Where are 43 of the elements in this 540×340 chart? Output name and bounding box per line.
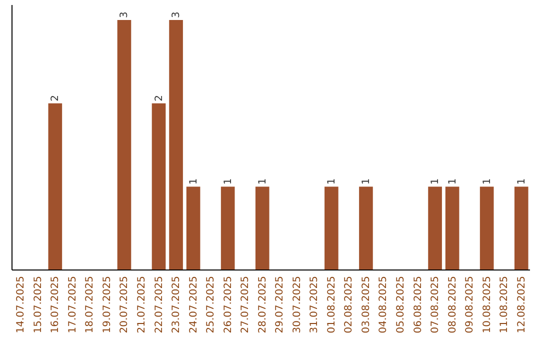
- x-tick-label: 19.07.2025: [102, 276, 113, 334]
- data-label: 1: [257, 178, 268, 185]
- x-tick-label: 01.08.2025: [326, 276, 338, 334]
- x-tick-label: 23.07.2025: [171, 276, 182, 334]
- x-tick-label: 17.07.2025: [67, 276, 78, 334]
- data-label: 1: [447, 178, 458, 185]
- data-label: 1: [326, 178, 338, 185]
- data-label: 1: [482, 178, 493, 185]
- x-tick-label: 24.07.2025: [188, 276, 200, 334]
- data-label: 3: [119, 12, 130, 18]
- data-label: 1: [222, 178, 234, 185]
- data-label: 1: [360, 178, 372, 185]
- x-tick-label: 31.07.2025: [309, 276, 320, 334]
- x-tick-label: 16.07.2025: [50, 276, 62, 334]
- data-label: 2: [154, 94, 165, 102]
- x-tick-label: 18.07.2025: [84, 276, 96, 334]
- x-tick-label: 02.08.2025: [344, 276, 355, 334]
- x-tick-label: 11.08.2025: [499, 276, 510, 334]
- x-tick-label: 05.08.2025: [396, 276, 406, 334]
- x-tick-label: 30.07.2025: [292, 276, 303, 334]
- x-tick-label: 29.07.2025: [274, 276, 286, 334]
- x-tick-label: 15.07.2025: [32, 276, 44, 334]
- x-tick-label: 04.08.2025: [378, 276, 390, 334]
- x-tick-label: 27.07.2025: [240, 276, 252, 334]
- x-tick-label: 21.07.2025: [136, 276, 148, 334]
- x-tick-label: 22.07.2025: [154, 276, 165, 334]
- data-label: 1: [430, 178, 442, 185]
- x-tick-label: 03.08.2025: [360, 276, 372, 334]
- x-tick-label: 06.08.2025: [412, 276, 424, 334]
- x-tick-label: 25.07.2025: [206, 276, 217, 334]
- x-tick-label: 20.07.2025: [119, 276, 130, 334]
- x-tick-label: 09.08.2025: [464, 276, 476, 334]
- x-tick-label: 26.07.2025: [222, 276, 234, 334]
- data-label: 1: [516, 178, 528, 185]
- data-label: 3: [171, 12, 182, 18]
- data-label: 2: [50, 94, 62, 102]
- x-tick-label: 28.07.2025: [257, 276, 268, 334]
- x-tick-label: 12.08.2025: [516, 276, 528, 334]
- data-label: 1: [188, 178, 200, 185]
- x-tick-label: 10.08.2025: [482, 276, 493, 334]
- x-tick-label: 08.08.2025: [447, 276, 458, 334]
- x-tick-label: 07.08.2025: [430, 276, 442, 334]
- x-tick-label: 14.07.2025: [16, 276, 27, 334]
